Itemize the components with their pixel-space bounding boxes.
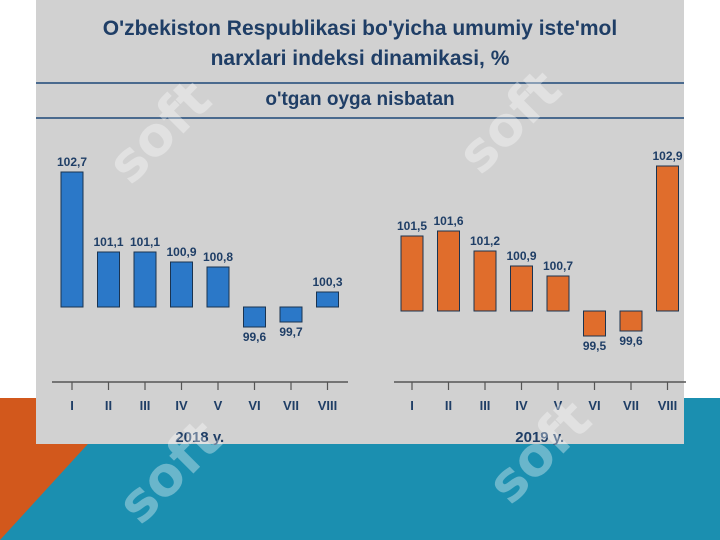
bar-2019-V [546, 275, 570, 312]
bar-2018-V [206, 266, 230, 308]
bar-2018-IV [170, 261, 193, 308]
data-label-2018-I: 102,7 [57, 155, 87, 169]
x-tick-label-2018-VIII: VIII [318, 398, 338, 413]
x-tick-label-2018-I: I [70, 398, 74, 413]
bar-2019-I [400, 235, 424, 312]
x-tick-label-2018-V: V [214, 398, 223, 413]
data-label-2019-VI: 99,5 [583, 339, 607, 353]
bar-2019-IV [510, 265, 533, 312]
bar-2018-III [133, 251, 157, 308]
chart-title-line-1: O'zbekiston Respublikasi bo'yicha umumiy… [102, 17, 618, 40]
data-label-2019-I: 101,5 [397, 219, 427, 233]
chart-title-line-2: narxlari indeksi dinamikasi, % [210, 47, 510, 70]
bar-2018-I [60, 171, 84, 308]
bar-2019-II [437, 230, 460, 312]
data-label-2019-IV: 100,9 [506, 249, 536, 263]
data-label-2019-VIII: 102,9 [652, 149, 682, 163]
data-label-2018-III: 101,1 [130, 235, 160, 249]
slide-panel [36, 0, 684, 444]
bar-2019-VII [619, 310, 643, 332]
bar-2018-II [97, 251, 120, 308]
data-label-2018-II: 101,1 [93, 235, 123, 249]
x-tick-label-2019-VI: VI [588, 398, 600, 413]
bar-2019-III [473, 250, 497, 312]
data-label-2019-II: 101,6 [433, 214, 463, 228]
chart-subtitle: o'tgan oyga nisbatan [265, 89, 455, 110]
x-tick-label-2019-V: V [554, 398, 563, 413]
data-label-2018-IV: 100,9 [166, 245, 196, 259]
bar-2019-VIII [656, 165, 679, 312]
data-label-2019-III: 101,2 [470, 234, 500, 248]
bar-2019-VI [583, 310, 606, 337]
x-tick-label-2018-II: II [105, 398, 112, 413]
x-tick-label-2019-III: III [480, 398, 491, 413]
data-label-2019-VII: 99,6 [619, 334, 643, 348]
data-label-2018-VI: 99,6 [243, 330, 267, 344]
x-tick-label-2018-IV: IV [175, 398, 188, 413]
bar-2018-VIII [316, 291, 339, 308]
x-tick-label-2019-II: II [445, 398, 452, 413]
x-tick-label-2018-III: III [140, 398, 151, 413]
x-tick-label-2019-VII: VII [623, 398, 639, 413]
bar-2018-VII [279, 306, 303, 323]
x-tick-label-2018-VI: VI [248, 398, 260, 413]
data-label-2019-V: 100,7 [543, 259, 573, 273]
data-label-2018-VII: 99,7 [279, 325, 303, 339]
data-label-2018-V: 100,8 [203, 250, 233, 264]
x-tick-label-2018-VII: VII [283, 398, 299, 413]
x-tick-label-2019-I: I [410, 398, 414, 413]
x-tick-label-2019-IV: IV [515, 398, 528, 413]
bar-2018-VI [243, 306, 266, 328]
chart-title: O'zbekiston Respublikasi bo'yicha umumiy… [36, 14, 684, 74]
x-tick-label-2019-VIII: VIII [658, 398, 678, 413]
title-rule-bottom [36, 117, 684, 119]
data-label-2018-VIII: 100,3 [312, 275, 342, 289]
title-rule-top [36, 82, 684, 84]
x-axis-label-2018: 2018 y. [175, 429, 224, 446]
x-axis-label-2019: 2019 y. [515, 429, 564, 446]
